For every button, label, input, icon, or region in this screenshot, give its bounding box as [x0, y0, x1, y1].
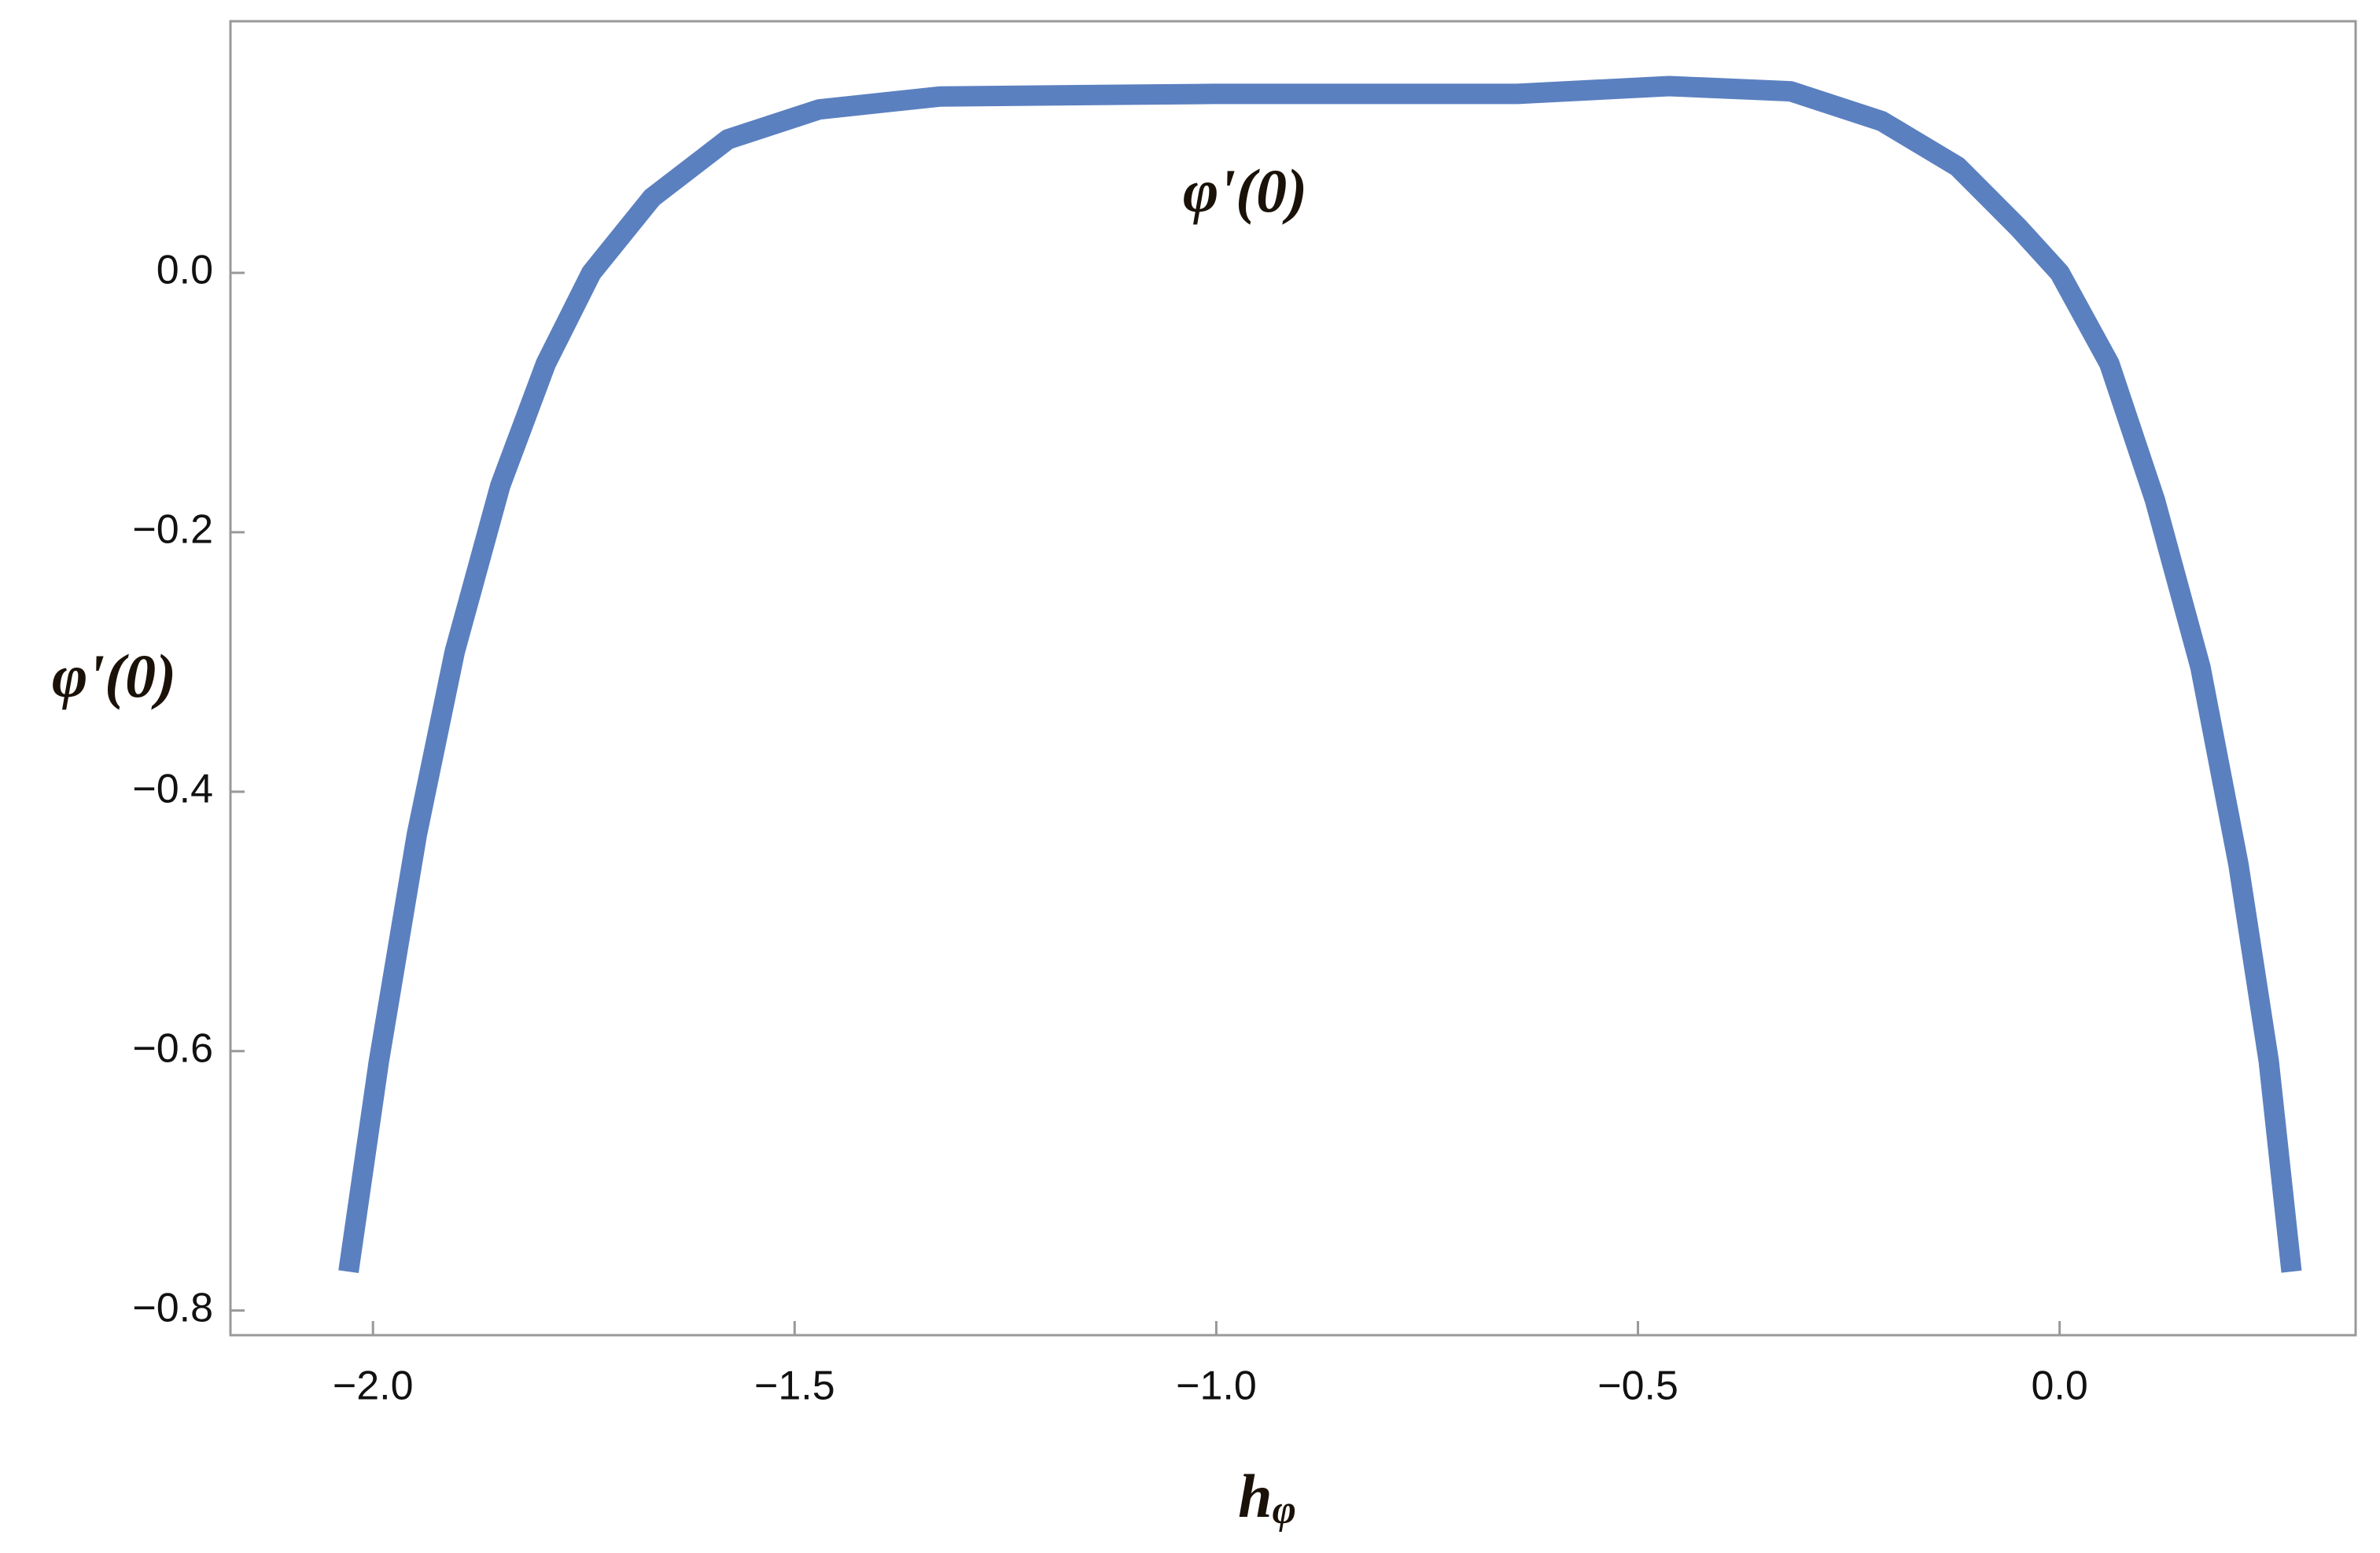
y-tick-label: −0.4	[132, 767, 213, 812]
y-tick-label: −0.2	[132, 507, 213, 553]
x-axis-label-subscript: φ	[1272, 1488, 1295, 1533]
data-line	[338, 75, 2302, 1274]
x-tick-label: −0.5	[1597, 1363, 1678, 1409]
x-tick-label: −1.0	[1176, 1363, 1257, 1409]
y-tick-label: −0.8	[132, 1285, 213, 1330]
x-axis-label: hφ	[1238, 1462, 1296, 1533]
x-tick-label: 0.0	[2032, 1363, 2088, 1409]
y-tick-label: 0.0	[157, 248, 213, 293]
x-tick-label: −2.0	[333, 1363, 414, 1409]
y-axis-label: φ'(0)	[52, 642, 176, 710]
annotation: φ'(0)	[1183, 156, 1307, 225]
x-axis-label-main: h	[1238, 1462, 1272, 1530]
plot-frame	[229, 20, 2357, 1337]
y-tick-label: −0.6	[132, 1025, 213, 1071]
x-tick-label: −1.5	[754, 1363, 835, 1409]
